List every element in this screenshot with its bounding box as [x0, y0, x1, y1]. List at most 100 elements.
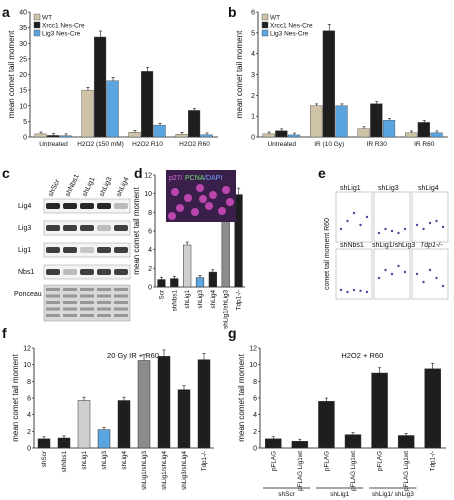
blot-band-label: Lig4 [18, 203, 31, 210]
cell-nucleus [196, 184, 204, 192]
bar [81, 89, 94, 138]
blot-band [114, 225, 128, 231]
y-axis-label: mean comet tail moment [237, 353, 246, 441]
blot-band [80, 247, 94, 253]
blot-band [97, 269, 111, 275]
bar [370, 103, 383, 138]
x-tick-label: pFLAG Lig1wt [350, 451, 357, 491]
ponceau-band [63, 288, 77, 291]
blot-band [80, 269, 94, 275]
x-tick-label: shLig4 [121, 451, 128, 470]
bar [322, 30, 335, 138]
x-tick-label: shLig1/shLig4 [161, 451, 168, 490]
cell-nucleus [199, 195, 207, 203]
bar [170, 278, 179, 288]
panel-letter-f: f [2, 325, 7, 341]
y-tick-label: 40 [19, 10, 27, 17]
panel-letter-g: g [228, 325, 237, 341]
y-tick-label: 6 [251, 10, 255, 17]
x-tick-label: shNbs1 [171, 290, 178, 312]
bar [197, 359, 211, 449]
x-tick-label: shLig3 [197, 290, 204, 309]
comet-point [346, 290, 349, 294]
panel-letter-d: d [134, 165, 143, 181]
y-tick-label: 15 [19, 88, 27, 95]
bar [47, 135, 60, 138]
ponceau-band [97, 314, 111, 317]
bar [59, 135, 72, 138]
bar [37, 438, 51, 449]
comet-point [365, 215, 369, 219]
y-tick-label: 1 [251, 114, 255, 121]
tile-label: shLig4 [418, 185, 439, 192]
ponceau-band [46, 288, 60, 291]
bar [157, 279, 166, 288]
x-tick-label: Tdp1-/- [430, 451, 437, 471]
x-tick-label: shScr [41, 451, 48, 467]
bar [344, 434, 362, 449]
y-tick-label: 25 [19, 56, 27, 63]
panel-e-ylabel: comet tail moment R60 [324, 218, 331, 290]
comet-point [397, 231, 400, 235]
ponceau-band [46, 307, 60, 311]
chart-panel-b: 0 1 2 3 4 5 6 mean comet tail moment Untreated IR… [235, 10, 448, 148]
cell-nucleus [218, 207, 226, 215]
legend-swatch [33, 29, 41, 37]
blot-band [63, 269, 77, 275]
bar [117, 400, 131, 449]
comet-point [377, 231, 381, 235]
legend-entry: WT [42, 15, 52, 22]
y-tick-label: 4 [27, 412, 31, 419]
y-tick-label: 6 [253, 396, 257, 403]
bar [262, 133, 275, 138]
comet-point [397, 264, 400, 268]
blot-band [63, 225, 77, 231]
comet-point [403, 270, 407, 274]
panel-letter-e: e [318, 165, 326, 181]
x-tick-label: pFLAG Lig1wt [297, 451, 304, 491]
inset-label-p27: p27/ [169, 175, 183, 182]
y-tick-label: 2 [251, 93, 255, 100]
comet-point [346, 219, 349, 223]
cell-nucleus [222, 186, 230, 194]
legend-entry: Xrcc1 Nes-Cre [270, 23, 313, 30]
blot-lane-label: shNbs1 [64, 173, 80, 198]
y-tick-label: 4 [251, 51, 255, 58]
y-tick-label: 3 [251, 72, 255, 79]
cell-nucleus [184, 194, 192, 202]
x-tick-label: IR R30 [367, 141, 388, 148]
tile-label: shLig1/shLig3 [372, 242, 415, 249]
ponceau-band [46, 301, 60, 304]
ponceau-band [80, 294, 94, 298]
legend-entry: Xrcc1 Nes-Cre [42, 23, 85, 30]
bar [188, 110, 201, 138]
comet-point [415, 272, 419, 276]
x-tick-label: shLig1/shLig3 [141, 451, 148, 490]
x-tick-label: H2O2 (150 mM) [77, 141, 124, 148]
ponceau-band [80, 314, 94, 317]
bar [137, 360, 151, 449]
comet-point [390, 229, 394, 233]
comet-point [435, 219, 438, 223]
blot-band [114, 269, 128, 275]
comet-point [352, 211, 356, 215]
bar [371, 372, 388, 449]
blot-lane-label: shLig1 [81, 176, 96, 198]
cell-nucleus [191, 208, 199, 216]
group-label: shLig1/ shLig3 [372, 491, 414, 498]
inset-label-dapi: /DAPI [204, 175, 222, 182]
blot-band [97, 203, 111, 209]
ponceau-band [63, 314, 77, 317]
x-tick-label: H2O2 R10 [132, 141, 163, 148]
panel-letter-a: a [2, 4, 10, 20]
x-tick-label: shLig4 [210, 290, 217, 309]
comet-point [415, 223, 419, 227]
panel-letter-b: b [228, 4, 237, 20]
x-tick-label: shLig3/shLig4 [181, 451, 188, 490]
blot-band [80, 203, 94, 209]
blot-band [97, 225, 111, 231]
bar [310, 105, 323, 138]
y-tick-label: 4 [253, 412, 257, 419]
inset-label-pcna: PCNA [185, 175, 205, 182]
